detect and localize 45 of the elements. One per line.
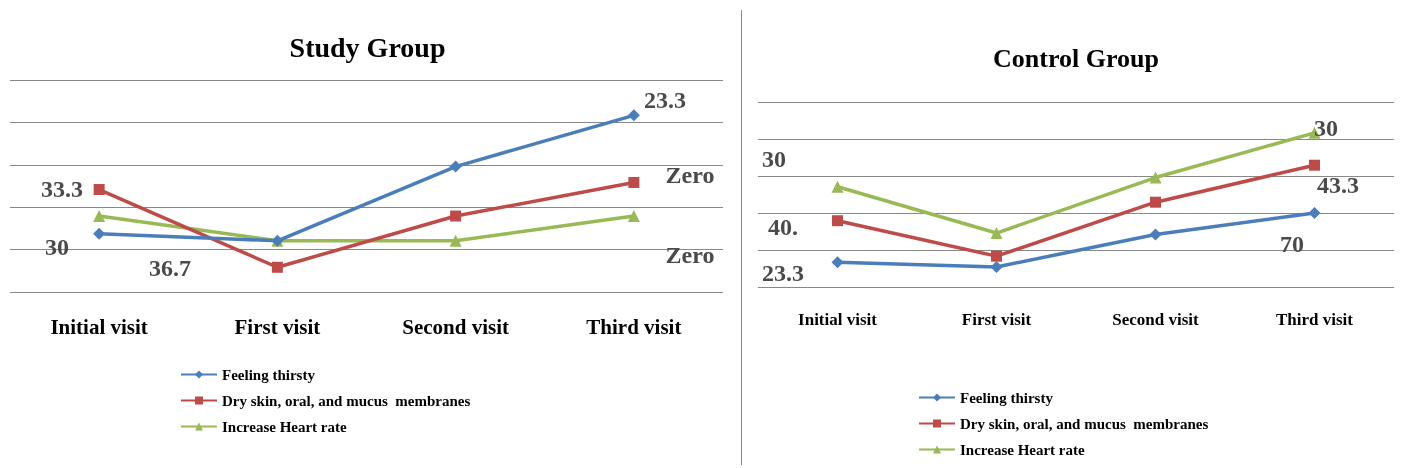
annotation: Zero <box>665 242 715 268</box>
annotation: Zero <box>665 162 715 188</box>
x-tick-label: Third visit <box>586 314 682 339</box>
x-tick-label: Second visit <box>1112 310 1200 329</box>
annotation: 40. <box>768 214 798 240</box>
point <box>1149 228 1162 241</box>
point <box>832 215 843 227</box>
legend-label: Feeling thirsty <box>222 366 316 383</box>
annotation: 43.3 <box>1317 172 1359 198</box>
legend-label: Dry skin, oral, and mucus membranes <box>222 392 471 409</box>
text: 23.3 <box>644 87 686 113</box>
point <box>271 261 283 273</box>
point <box>990 227 1003 240</box>
legend-label: Increase Heart rate <box>960 441 1086 458</box>
legend-label: Feeling thirsty <box>960 389 1054 406</box>
point <box>627 210 640 223</box>
point <box>1309 159 1320 171</box>
point <box>991 250 1002 262</box>
point <box>1149 171 1162 184</box>
x-tick-label: First visit <box>961 310 1032 329</box>
chart-title: Control Group <box>993 43 1159 73</box>
x-tick-label: Third visit <box>1276 310 1354 329</box>
point <box>990 260 1003 273</box>
x-tick-label: Initial visit <box>50 314 148 339</box>
chart-title: Study Group <box>289 31 446 63</box>
annotation: 36.7 <box>149 255 191 281</box>
x-tick-label: Initial visit <box>798 310 878 329</box>
legend-label: Dry skin, oral, and mucus membranes <box>960 415 1209 432</box>
point <box>93 210 106 223</box>
x-tick-label: Second visit <box>402 314 510 339</box>
annotation: 23.3 <box>762 260 804 286</box>
annotation: 30 <box>1314 115 1338 141</box>
point <box>449 234 462 247</box>
point <box>627 109 640 122</box>
annotation: 30 <box>762 146 786 172</box>
point <box>1150 196 1161 208</box>
point <box>628 176 640 188</box>
annotation: 33.3 <box>41 176 83 202</box>
point <box>93 184 105 196</box>
point <box>831 180 844 193</box>
point <box>449 160 462 173</box>
point <box>450 210 462 222</box>
x-tick-label: First visit <box>234 314 321 339</box>
point <box>1308 207 1321 219</box>
legend-label: Increase Heart rate <box>222 418 348 435</box>
